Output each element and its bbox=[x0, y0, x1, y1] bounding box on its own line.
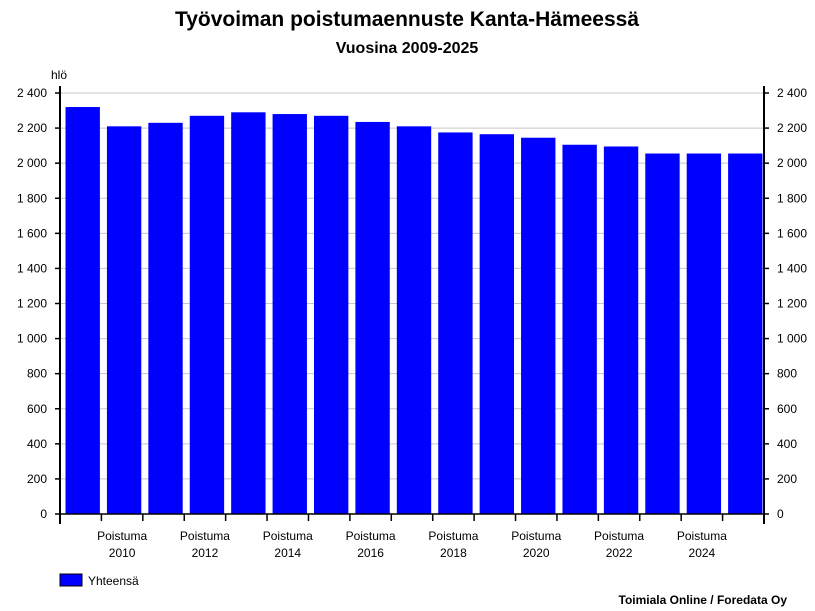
y-tick-label-left: 1 200 bbox=[17, 297, 47, 311]
bar-2014 bbox=[272, 114, 307, 515]
bar-2023 bbox=[645, 153, 680, 515]
legend-swatch bbox=[59, 573, 83, 587]
y-tick-label-left: 1 800 bbox=[17, 191, 47, 205]
x-tick-label-year: 2010 bbox=[109, 546, 136, 560]
x-tick-label-year: 2018 bbox=[440, 546, 467, 560]
y-tick-label-right: 2 200 bbox=[777, 121, 807, 135]
y-tick-label-right: 400 bbox=[777, 437, 797, 451]
legend: Yhteensä bbox=[59, 573, 139, 588]
y-tick-label-right: 1 600 bbox=[777, 226, 807, 240]
bar-2016 bbox=[355, 121, 390, 514]
y-axis-unit-label: hlö bbox=[51, 68, 67, 82]
y-tick-label-right: 0 bbox=[777, 507, 784, 521]
x-tick-label-year: 2024 bbox=[689, 546, 716, 560]
y-tick-label-left: 800 bbox=[27, 367, 47, 381]
x-tick-label-year: 2012 bbox=[192, 546, 219, 560]
x-tick-label: Poistuma bbox=[511, 529, 561, 543]
y-tick-label-right: 1 000 bbox=[777, 332, 807, 346]
y-tick-label-left: 600 bbox=[27, 402, 47, 416]
bars bbox=[65, 107, 763, 515]
y-axis-right: 0 200 400 600 800 1 000 1 200 1 400 1 600 1 800 2 … bbox=[764, 86, 807, 521]
bar-2019 bbox=[479, 134, 515, 515]
x-tick-label: Poistuma bbox=[180, 529, 230, 543]
y-tick-label-right: 1 800 bbox=[777, 191, 807, 205]
x-tick-label-year: 2022 bbox=[606, 546, 633, 560]
y-tick-label-left: 2 200 bbox=[17, 121, 47, 135]
y-tick-label-left: 1 600 bbox=[17, 226, 47, 240]
x-axis: Poistuma 2010 Poistuma 2012 Poistuma 2014 Pois… bbox=[59, 514, 765, 560]
chart-subtitle: Vuosina 2009-2025 bbox=[336, 40, 479, 57]
y-tick-label-right: 2 400 bbox=[777, 86, 807, 100]
bar-2015 bbox=[313, 115, 349, 514]
x-tick-label: Poistuma bbox=[346, 529, 396, 543]
y-tick-label-left: 2 400 bbox=[17, 86, 47, 100]
bar-2018 bbox=[438, 132, 473, 514]
y-axis-left: 0 200 400 600 800 1 000 1 200 1 400 1 600 1 800 2 … bbox=[17, 86, 60, 521]
bar-2009 bbox=[65, 107, 100, 515]
y-tick-label-left: 2 000 bbox=[17, 156, 47, 170]
y-tick-label-left: 200 bbox=[27, 472, 47, 486]
source-credit: Toimiala Online / Foredata Oy bbox=[619, 593, 788, 607]
x-tick-label: Poistuma bbox=[263, 529, 313, 543]
y-tick-label-right: 1 200 bbox=[777, 297, 807, 311]
y-tick-label-right: 800 bbox=[777, 367, 797, 381]
bar-2021 bbox=[562, 144, 597, 514]
y-tick-label-right: 200 bbox=[777, 472, 797, 486]
bar-2025 bbox=[728, 153, 763, 515]
chart-title: Työvoiman poistumaennuste Kanta-Hämeessä bbox=[175, 8, 639, 31]
y-tick-label-right: 2 000 bbox=[777, 156, 807, 170]
axes bbox=[59, 86, 765, 524]
y-tick-label-left: 1 000 bbox=[17, 332, 47, 346]
bar-2012 bbox=[189, 115, 225, 514]
x-tick-label: Poistuma bbox=[97, 529, 147, 543]
bar-2013 bbox=[231, 112, 266, 514]
x-tick-label-year: 2020 bbox=[523, 546, 550, 560]
bar-2024 bbox=[686, 153, 722, 515]
x-tick-label-year: 2014 bbox=[274, 546, 301, 560]
x-tick-label: Poistuma bbox=[594, 529, 644, 543]
y-tick-label-left: 400 bbox=[27, 437, 47, 451]
bar-2020 bbox=[521, 137, 556, 514]
bar-2017 bbox=[396, 126, 432, 515]
x-tick-label: Poistuma bbox=[428, 529, 478, 543]
bar-2010 bbox=[106, 126, 142, 515]
y-tick-label-right: 600 bbox=[777, 402, 797, 416]
y-tick-label-left: 1 400 bbox=[17, 261, 47, 275]
x-tick-label: Poistuma bbox=[677, 529, 727, 543]
x-tick-label-year: 2016 bbox=[357, 546, 384, 560]
y-tick-label-right: 1 400 bbox=[777, 261, 807, 275]
bar-2011 bbox=[148, 122, 183, 514]
legend-label: Yhteensä bbox=[88, 574, 139, 588]
y-tick-label-left: 0 bbox=[40, 507, 47, 521]
bar-2022 bbox=[603, 146, 639, 515]
